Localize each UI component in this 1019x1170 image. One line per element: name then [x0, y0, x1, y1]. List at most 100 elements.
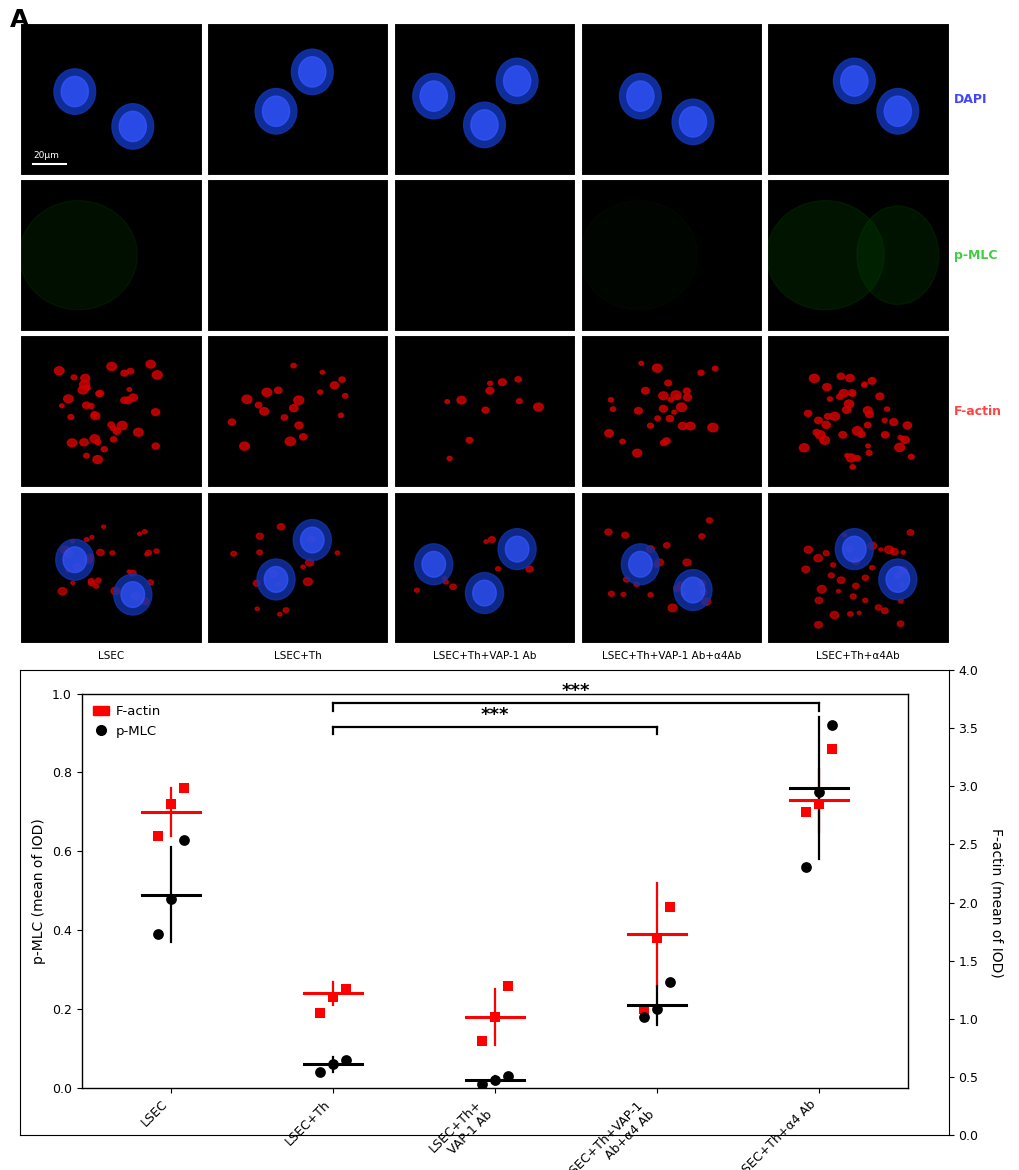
Point: [294, 1097, 311, 1116]
Circle shape: [813, 555, 821, 562]
Circle shape: [145, 552, 149, 556]
Point: [673, 1000, 689, 1019]
Circle shape: [485, 387, 493, 394]
Circle shape: [269, 570, 277, 577]
Ellipse shape: [840, 66, 867, 96]
Circle shape: [260, 407, 268, 415]
Point: [643, 1033, 659, 1052]
Circle shape: [414, 589, 419, 592]
Ellipse shape: [503, 66, 530, 96]
Ellipse shape: [833, 58, 874, 104]
Text: ***: ***: [560, 660, 589, 679]
Ellipse shape: [876, 89, 918, 135]
Circle shape: [78, 386, 88, 394]
Circle shape: [836, 394, 843, 399]
Circle shape: [852, 584, 858, 589]
Circle shape: [289, 405, 298, 412]
Point: [854, 698, 870, 717]
Circle shape: [58, 587, 67, 594]
Circle shape: [97, 550, 104, 556]
Circle shape: [88, 578, 95, 584]
Ellipse shape: [471, 110, 497, 140]
Circle shape: [90, 536, 94, 538]
Point: [840, 791, 856, 810]
Circle shape: [498, 379, 505, 386]
Circle shape: [654, 417, 659, 421]
Ellipse shape: [579, 201, 697, 310]
Circle shape: [634, 407, 642, 414]
Circle shape: [94, 584, 99, 589]
Point: [279, 1107, 296, 1126]
Circle shape: [901, 551, 905, 555]
Circle shape: [899, 583, 903, 587]
Circle shape: [70, 581, 74, 585]
Circle shape: [63, 395, 73, 402]
Y-axis label: p-MLC (mean of IOD): p-MLC (mean of IOD): [33, 830, 46, 976]
Circle shape: [71, 374, 76, 380]
Circle shape: [658, 392, 667, 400]
Circle shape: [865, 411, 872, 418]
Circle shape: [881, 419, 887, 422]
Circle shape: [837, 577, 844, 584]
Circle shape: [143, 530, 147, 534]
Circle shape: [701, 598, 710, 605]
Circle shape: [821, 421, 829, 428]
Circle shape: [138, 532, 142, 536]
Circle shape: [861, 576, 867, 580]
Point: [462, 1069, 478, 1088]
Circle shape: [852, 427, 862, 435]
Circle shape: [698, 580, 705, 586]
Circle shape: [127, 387, 131, 391]
Circle shape: [662, 438, 669, 443]
Circle shape: [889, 419, 897, 426]
Circle shape: [822, 384, 830, 391]
Circle shape: [73, 564, 82, 570]
Circle shape: [88, 404, 94, 408]
Circle shape: [880, 608, 888, 613]
Circle shape: [864, 422, 870, 428]
Ellipse shape: [883, 96, 911, 126]
Ellipse shape: [301, 528, 324, 553]
Circle shape: [79, 380, 90, 388]
Circle shape: [837, 373, 844, 379]
Ellipse shape: [112, 104, 154, 149]
Circle shape: [121, 370, 127, 376]
Circle shape: [897, 621, 903, 626]
Circle shape: [129, 394, 138, 401]
Ellipse shape: [496, 58, 537, 104]
Circle shape: [799, 443, 808, 452]
Circle shape: [683, 559, 690, 566]
Point: [840, 777, 856, 796]
Circle shape: [829, 563, 835, 567]
Circle shape: [277, 524, 284, 530]
Circle shape: [908, 454, 913, 459]
Text: A: A: [9, 8, 29, 33]
Circle shape: [228, 419, 235, 425]
Ellipse shape: [257, 559, 294, 600]
Point: [643, 1042, 659, 1061]
Circle shape: [253, 580, 260, 586]
Circle shape: [880, 432, 889, 438]
Circle shape: [845, 374, 853, 381]
Circle shape: [96, 391, 102, 397]
Circle shape: [141, 598, 149, 605]
Circle shape: [607, 398, 612, 402]
Circle shape: [457, 397, 466, 404]
Circle shape: [838, 432, 846, 438]
Circle shape: [814, 598, 821, 604]
Circle shape: [59, 404, 64, 407]
Circle shape: [867, 542, 875, 550]
Circle shape: [845, 545, 852, 552]
Circle shape: [488, 537, 495, 543]
Circle shape: [883, 407, 889, 411]
Circle shape: [131, 593, 141, 600]
Circle shape: [622, 532, 628, 538]
Circle shape: [865, 450, 871, 455]
Circle shape: [85, 557, 93, 564]
Point: [657, 1033, 674, 1052]
Point: [490, 1005, 506, 1024]
Point: [825, 800, 842, 819]
Circle shape: [857, 432, 864, 438]
Circle shape: [681, 592, 685, 596]
Circle shape: [67, 439, 76, 447]
